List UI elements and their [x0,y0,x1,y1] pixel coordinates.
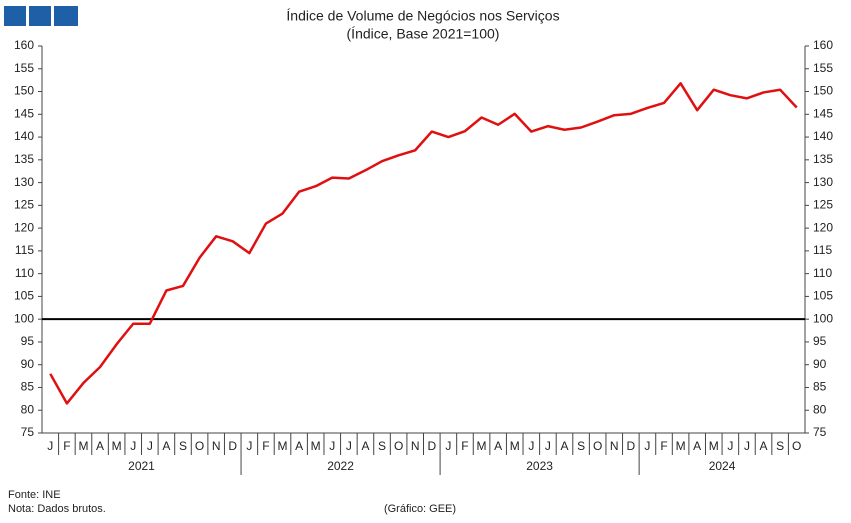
y-tick-label: 95 [21,334,35,348]
x-tick-label: M [112,439,122,453]
x-tick-label: J [130,439,136,453]
y2-tick-label: 105 [813,289,833,303]
year-label: 2022 [327,459,354,473]
y-tick-label: 80 [21,402,35,416]
x-tick-label: M [709,439,719,453]
y-tick-label: 110 [15,266,34,280]
y2-tick-label: 140 [813,129,833,143]
x-tick-label: J [47,439,53,453]
x-tick-label: S [577,439,585,453]
x-tick-label: J [545,439,551,453]
x-tick-label: D [427,439,436,453]
x-tick-label: J [445,439,451,453]
x-tick-label: N [212,439,221,453]
x-tick-label: S [776,439,784,453]
x-tick-label: J [329,439,335,453]
year-label: 2023 [526,459,553,473]
logo-block [4,6,26,26]
x-tick-label: F [63,439,70,453]
y-tick-label: 155 [14,61,34,75]
x-tick-label: M [477,439,487,453]
y-tick-label: 145 [14,106,34,120]
y2-tick-label: 95 [813,334,827,348]
source: Fonte: INE [8,489,61,501]
x-tick-label: S [179,439,187,453]
x-tick-label: M [278,439,288,453]
x-tick-label: A [361,439,369,453]
x-tick-label: A [96,439,104,453]
year-label: 2024 [709,459,736,473]
y2-tick-label: 110 [813,266,832,280]
y2-tick-label: 130 [813,175,833,189]
y2-tick-label: 100 [813,311,833,325]
year-label: 2021 [128,459,155,473]
x-tick-label: J [727,439,733,453]
x-tick-label: O [394,439,403,453]
data-line [49,82,798,405]
y-tick-label: 135 [14,152,34,166]
x-tick-label: O [593,439,602,453]
y-tick-label: 140 [14,129,34,143]
y2-tick-label: 125 [813,198,833,212]
y2-tick-label: 160 [813,38,833,52]
x-tick-label: M [311,439,321,453]
logo-block [54,6,78,26]
note: Nota: Dados brutos. [8,503,106,515]
x-tick-label: J [147,439,153,453]
x-tick-label: O [792,439,801,453]
x-tick-label: J [744,439,750,453]
x-tick-label: N [411,439,420,453]
x-tick-label: A [760,439,768,453]
x-tick-label: A [494,439,502,453]
y2-tick-label: 115 [813,243,832,257]
y2-tick-label: 155 [813,61,833,75]
chart-title: Índice de Volume de Negócios nos Serviço… [286,8,559,24]
y-tick-label: 75 [21,425,35,439]
x-tick-label: M [78,439,88,453]
chart-subtitle: (Índice, Base 2021=100) [347,26,500,42]
x-tick-label: A [295,439,303,453]
y2-tick-label: 90 [813,357,827,371]
x-tick-label: A [162,439,170,453]
y2-tick-label: 80 [813,402,827,416]
x-tick-label: A [693,439,701,453]
y2-tick-label: 145 [813,106,833,120]
y-tick-label: 100 [14,311,34,325]
x-tick-label: M [676,439,686,453]
y-tick-label: 150 [14,84,34,98]
x-tick-label: M [510,439,520,453]
x-tick-label: J [346,439,352,453]
y-tick-label: 125 [14,198,34,212]
x-tick-label: J [644,439,650,453]
x-tick-label: O [195,439,204,453]
x-tick-label: D [627,439,636,453]
y-tick-label: 85 [21,380,35,394]
y-tick-label: 130 [14,175,34,189]
y2-tick-label: 150 [813,84,833,98]
y2-tick-label: 85 [813,380,827,394]
y-tick-label: 105 [14,289,34,303]
y-tick-label: 160 [14,38,34,52]
x-tick-label: F [660,439,667,453]
x-tick-label: F [262,439,269,453]
x-tick-label: D [228,439,237,453]
x-tick-label: A [560,439,568,453]
x-tick-label: F [461,439,468,453]
credit: (Gráfico: GEE) [384,503,456,515]
y-tick-label: 90 [21,357,35,371]
y2-tick-label: 120 [813,220,833,234]
logo-block [29,6,51,26]
x-tick-label: J [246,439,252,453]
y2-tick-label: 135 [813,152,833,166]
x-tick-label: N [610,439,619,453]
x-tick-label: S [378,439,386,453]
x-tick-label: J [528,439,534,453]
y-tick-label: 120 [14,220,34,234]
y2-tick-label: 75 [813,425,827,439]
y-tick-label: 115 [15,243,34,257]
